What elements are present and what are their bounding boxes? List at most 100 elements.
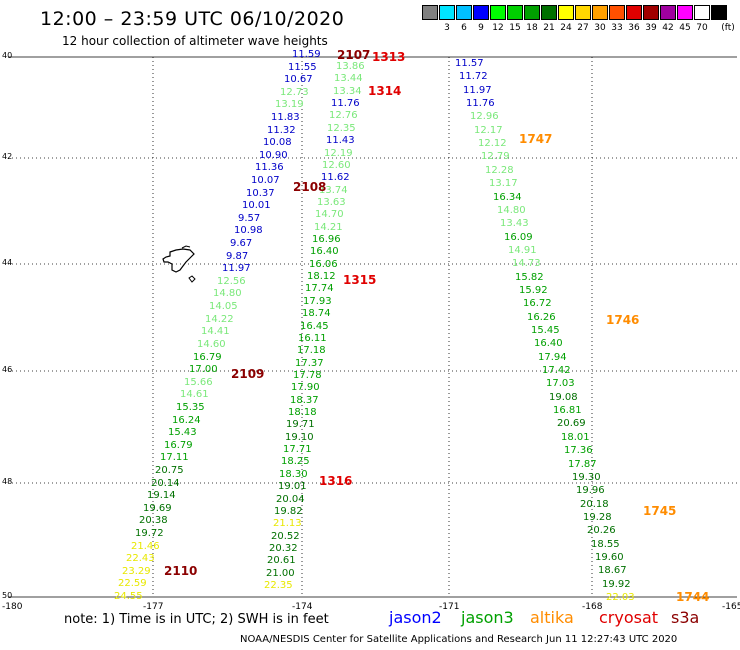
wave-height-value: 14.91 — [508, 245, 537, 256]
wave-height-value: 17.90 — [291, 382, 320, 393]
wave-height-value: 12.60 — [322, 160, 351, 171]
lat-label: 50 — [2, 591, 13, 600]
wave-height-value: 22.59 — [118, 578, 147, 589]
wave-height-value: 20.14 — [151, 478, 180, 489]
legend-swatch — [490, 5, 506, 20]
wave-height-value: 14.21 — [314, 222, 343, 233]
wave-height-value: 11.76 — [466, 98, 495, 109]
wave-height-value: 16.09 — [504, 232, 533, 243]
wave-height-value: 14.70 — [315, 209, 344, 220]
legend-swatch — [592, 5, 608, 20]
map-grid — [8, 56, 737, 598]
legend-swatch — [609, 5, 625, 20]
legend-label: 6 — [461, 23, 467, 33]
legend-swatch — [558, 5, 574, 20]
wave-height-value: 14.73 — [512, 258, 541, 269]
wave-height-value: 21.13 — [273, 518, 302, 529]
wave-height-value: 19.82 — [274, 506, 303, 517]
wave-height-value: 16.40 — [310, 246, 339, 257]
satellite-name: jason2 — [389, 608, 442, 627]
legend-swatch — [575, 5, 591, 20]
wave-height-value: 20.38 — [139, 515, 168, 526]
wave-height-value: 14.80 — [213, 288, 242, 299]
wave-height-value: 12.28 — [485, 165, 514, 176]
legend-label: 45 — [679, 23, 691, 33]
wave-height-value: 16.26 — [527, 312, 556, 323]
wave-height-value: 12.96 — [470, 111, 499, 122]
wave-height-value: 12.79 — [481, 151, 510, 162]
wave-height-value: 24.55 — [114, 591, 143, 602]
wave-height-value: 23.29 — [122, 566, 151, 577]
wave-height-value: 14.05 — [209, 301, 238, 312]
wave-height-value: 18.12 — [307, 271, 336, 282]
wave-height-value: 9.57 — [238, 213, 261, 224]
wave-height-value: 16.96 — [312, 234, 341, 245]
wave-height-value: 19.92 — [602, 579, 631, 590]
wave-height-value: 13.19 — [275, 99, 304, 110]
wave-height-value: 10.37 — [246, 188, 275, 199]
wave-height-value: 11.72 — [459, 71, 488, 82]
wave-height-value: 15.82 — [515, 272, 544, 283]
wave-height-value: 13.63 — [317, 197, 346, 208]
wave-height-value: 11.76 — [331, 98, 360, 109]
wave-height-value: 17.71 — [283, 444, 312, 455]
time-label: 1314 — [368, 84, 402, 98]
wave-height-value: 19.28 — [583, 512, 612, 523]
wave-height-value: 19.69 — [143, 503, 172, 514]
legend-swatch — [677, 5, 693, 20]
lon-label: -168 — [582, 602, 603, 612]
wave-height-value: 16.45 — [300, 321, 329, 332]
wave-height-value: 17.74 — [305, 283, 334, 294]
wave-height-value: 12.17 — [474, 125, 503, 136]
wave-height-value: 11.32 — [267, 125, 296, 136]
wave-height-value: 12.12 — [478, 138, 507, 149]
satellite-name: s3a — [671, 608, 700, 627]
wave-height-value: 19.30 — [572, 472, 601, 483]
wave-height-value: 19.08 — [549, 392, 578, 403]
wave-height-value: 20.69 — [557, 418, 586, 429]
wave-height-value: 10.01 — [242, 200, 271, 211]
legend-swatch — [660, 5, 676, 20]
wave-height-value: 16.24 — [172, 415, 201, 426]
wave-height-value: 18.01 — [561, 432, 590, 443]
wave-height-value: 12.35 — [327, 123, 356, 134]
legend-swatch — [711, 5, 727, 20]
time-label: 1744 — [676, 590, 710, 604]
wave-height-value: 19.72 — [135, 528, 164, 539]
legend-swatch — [439, 5, 455, 20]
map-frame — [8, 56, 737, 598]
wave-height-value: 19.71 — [286, 419, 315, 430]
wave-height-value: 17.87 — [568, 459, 597, 470]
wave-height-value: 9.87 — [226, 251, 249, 262]
wave-height-value: 16.79 — [164, 440, 193, 451]
time-label: 2109 — [231, 367, 265, 381]
legend-label: 30 — [594, 23, 606, 33]
legend-swatch — [473, 5, 489, 20]
wave-height-value: 19.10 — [285, 432, 314, 443]
lat-label: 46 — [2, 365, 13, 374]
wave-height-value: 17.93 — [303, 296, 332, 307]
wave-height-value: 18.25 — [281, 456, 310, 467]
wave-height-value: 16.06 — [309, 259, 338, 270]
legend-swatch — [626, 5, 642, 20]
wave-height-value: 11.57 — [455, 58, 484, 69]
wave-height-value: 16.72 — [523, 298, 552, 309]
lat-label: 42 — [2, 152, 13, 161]
legend-label: 24 — [560, 23, 572, 33]
wave-height-value: 22.03 — [606, 592, 635, 603]
wave-height-value: 10.08 — [263, 137, 292, 148]
wave-height-value: 12.56 — [217, 276, 246, 287]
wave-height-value: 17.36 — [564, 445, 593, 456]
time-label: 1745 — [643, 504, 677, 518]
wave-height-value: 10.98 — [234, 225, 263, 236]
wave-height-value: 15.92 — [519, 285, 548, 296]
lon-label: -180 — [2, 602, 23, 612]
wave-height-value: 13.74 — [319, 185, 348, 196]
wave-height-value: 17.03 — [546, 378, 575, 389]
legend-swatch — [456, 5, 472, 20]
wave-height-value: 20.04 — [276, 494, 305, 505]
wave-height-value: 19.96 — [576, 485, 605, 496]
wave-height-value: 20.18 — [580, 499, 609, 510]
time-label: 1313 — [372, 50, 406, 64]
page-subtitle: 12 hour collection of altimeter wave hei… — [62, 34, 328, 48]
